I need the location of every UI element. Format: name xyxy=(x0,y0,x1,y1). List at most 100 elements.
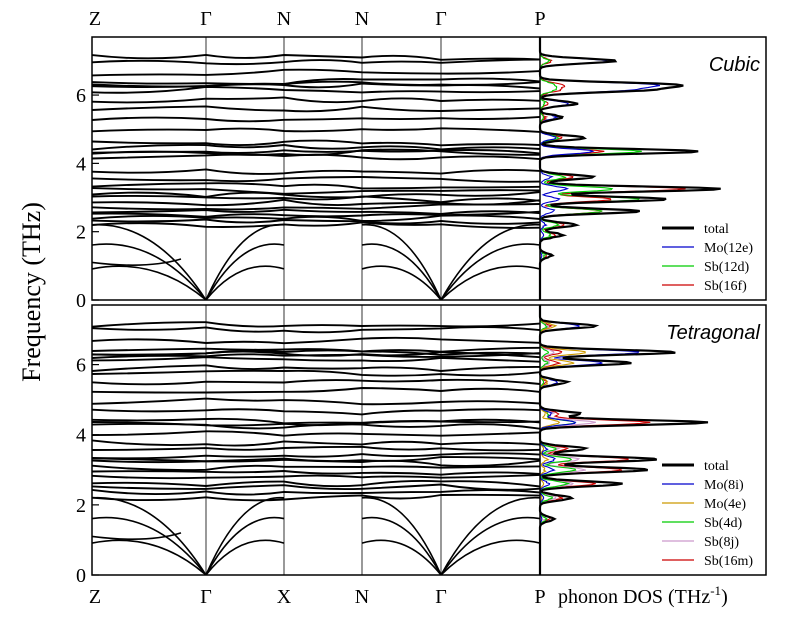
band-line xyxy=(92,85,540,94)
legend-label: Sb(12d) xyxy=(704,260,749,275)
acoustic-branch xyxy=(92,496,207,575)
band-line xyxy=(92,168,540,175)
band-line xyxy=(92,417,540,425)
band-line xyxy=(92,96,540,104)
band-line xyxy=(92,321,540,328)
acoustic-branch xyxy=(361,516,442,575)
legend-label: Mo(4e) xyxy=(704,497,746,512)
band-line xyxy=(92,430,540,437)
band-line xyxy=(92,58,540,66)
kpath-label: X xyxy=(277,586,292,608)
acoustic-branch xyxy=(361,224,442,300)
legend-label: Sb(4d) xyxy=(704,516,742,531)
kpath-label: P xyxy=(534,8,545,30)
acoustic-branch xyxy=(440,497,540,575)
acoustic-branch xyxy=(205,516,285,575)
acoustic-branch xyxy=(361,539,442,575)
band-line xyxy=(92,182,540,190)
band-line xyxy=(92,214,540,222)
y-tick-label: 6 xyxy=(76,85,86,107)
band-line xyxy=(92,194,540,204)
acoustic-branch xyxy=(440,516,540,575)
y-axis-label: Frequency (THz) xyxy=(17,202,46,382)
acoustic-branch xyxy=(205,265,285,300)
band-line xyxy=(92,139,540,147)
dos-curve xyxy=(539,305,596,575)
legend-label: total xyxy=(704,222,729,237)
legend-label: Mo(12e) xyxy=(704,241,753,256)
legend-label: Sb(16m) xyxy=(704,554,753,569)
acoustic-branch xyxy=(361,243,442,300)
y-ticks: 0 2 4 6 xyxy=(76,355,99,587)
y-tick-label: 2 xyxy=(76,495,86,517)
band-line xyxy=(92,208,540,215)
y-tick-label: 0 xyxy=(76,290,86,312)
band-line xyxy=(92,483,540,491)
acoustic-branch xyxy=(92,539,207,575)
band-line xyxy=(92,473,540,480)
band-line xyxy=(92,422,540,430)
y-ticks: 0 2 4 6 xyxy=(76,85,99,312)
acoustic-branch xyxy=(440,539,540,575)
low-band xyxy=(92,258,182,266)
acoustic-branch xyxy=(92,243,207,300)
kpath-label: N xyxy=(355,8,369,30)
band-line xyxy=(92,203,540,211)
panel-frame xyxy=(91,304,767,576)
panel-title: Cubic xyxy=(709,54,760,76)
kpath-label: Z xyxy=(89,8,101,30)
band-line xyxy=(92,143,540,151)
kpath-label: P xyxy=(534,586,545,608)
dos-curves xyxy=(538,37,721,300)
dos-curve xyxy=(539,305,640,575)
band-line xyxy=(92,356,540,363)
dos-curve xyxy=(539,37,642,300)
band-line xyxy=(92,439,540,447)
y-tick-label: 6 xyxy=(76,355,86,377)
band-line xyxy=(92,364,540,372)
legend-label: total xyxy=(704,459,729,474)
low-band xyxy=(92,532,182,541)
band-line xyxy=(92,470,540,476)
band-line xyxy=(92,153,540,161)
band-line xyxy=(92,493,540,502)
y-tick-label: 0 xyxy=(76,565,86,587)
kpath-label: Z xyxy=(89,586,101,608)
dos-curve xyxy=(538,305,709,575)
acoustic-branch xyxy=(205,497,285,575)
band-line xyxy=(92,369,540,377)
band-line xyxy=(92,458,540,467)
kpath-label: Γ xyxy=(435,8,447,30)
acoustic-branch xyxy=(205,539,285,575)
acoustic-branch xyxy=(92,223,207,300)
panel-title: Tetragonal xyxy=(666,322,760,344)
acoustic-branch xyxy=(205,224,285,300)
acoustic-branch xyxy=(361,265,442,300)
dos-curve xyxy=(539,37,661,300)
band-line xyxy=(92,378,540,386)
acoustic-branch xyxy=(440,265,540,300)
dos-legend: total Mo(12e) Sb(12d) Sb(16f) xyxy=(662,222,753,294)
kpath-label: N xyxy=(355,586,369,608)
kpath-label: Γ xyxy=(435,586,447,608)
band-line xyxy=(92,452,540,460)
legend-label: Mo(8i) xyxy=(704,478,744,493)
dos-curve xyxy=(538,37,721,300)
band-line xyxy=(92,387,540,394)
acoustic-branch xyxy=(361,497,442,575)
cubic-panel: 0 2 4 6 Cubic total Mo(12e) Sb(12d) Sb(16f) xyxy=(76,36,767,312)
band-line xyxy=(92,176,540,183)
tetragonal-panel: 0 2 4 6 Tetragonal total Mo(8i) Mo(4e) Sb(4d) Sb(… xyxy=(76,304,767,587)
dos-curve xyxy=(539,37,686,300)
band-line xyxy=(92,82,540,90)
y-tick-label: 4 xyxy=(76,153,86,175)
kpath-label: Γ xyxy=(200,586,212,608)
band-line xyxy=(92,218,540,225)
panel-frame xyxy=(91,36,767,301)
band-line xyxy=(92,346,540,353)
band-lines xyxy=(92,53,540,300)
acoustic-branch xyxy=(440,243,540,300)
top-kpath-labels: Z Γ N N Γ P xyxy=(89,8,546,30)
band-line xyxy=(92,77,540,85)
